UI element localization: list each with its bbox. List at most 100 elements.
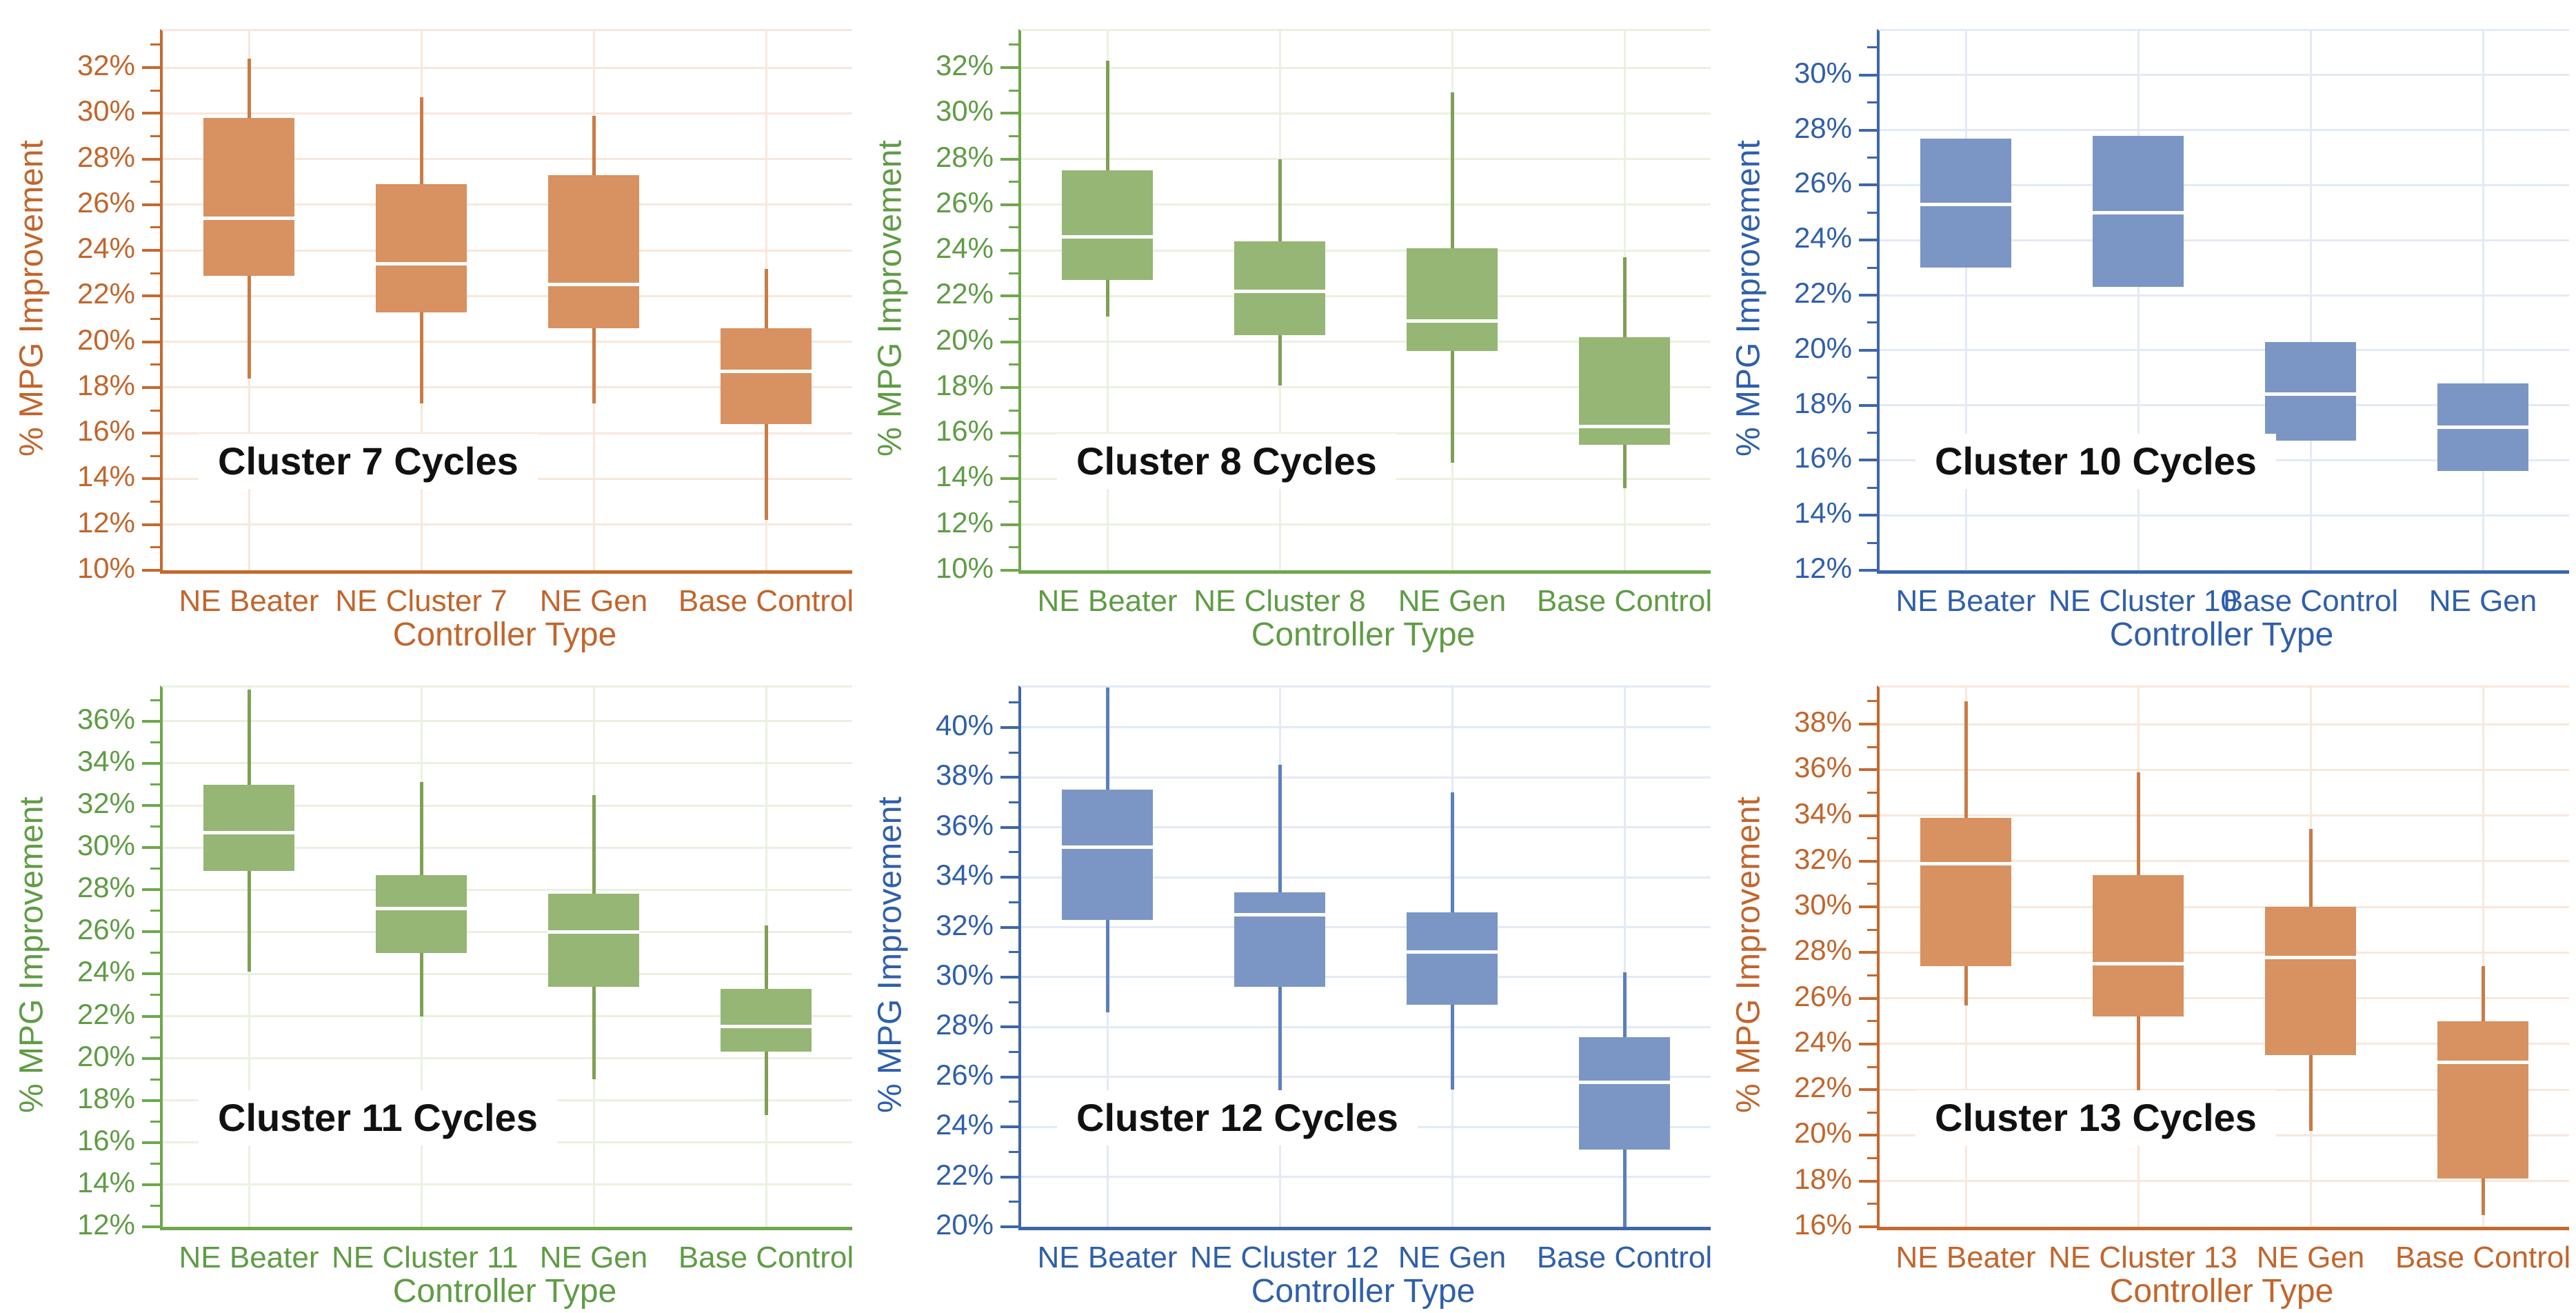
y-tick-label: 32% [1793, 842, 1852, 875]
x-gridline [1964, 31, 1967, 570]
boxplot-chart: % MPG Improvement Controller Type Cluste… [1717, 656, 2575, 1313]
y-major-tick [142, 432, 160, 435]
y-gridline [163, 804, 852, 807]
y-gridline [1880, 951, 2569, 954]
y-major-tick [142, 294, 160, 298]
y-major-tick [1859, 768, 1877, 772]
y-gridline [1880, 183, 2569, 186]
y-tick-label: 26% [77, 913, 135, 946]
y-major-tick [1859, 239, 1877, 242]
y-major-tick [142, 888, 160, 892]
y-minor-tick [1009, 1101, 1018, 1103]
y-minor-tick [1867, 377, 1877, 379]
median-line [203, 217, 294, 221]
median-line [1920, 861, 2011, 865]
box [721, 328, 812, 424]
y-minor-tick [150, 454, 160, 457]
plot-area [1000, 29, 1711, 574]
y-tick-label: 28% [935, 1008, 994, 1041]
y-major-tick [1000, 1125, 1018, 1129]
y-minor-tick [1867, 266, 1877, 269]
y-gridline [1021, 523, 1711, 526]
y-major-tick [142, 846, 160, 850]
y-tick-label: 28% [935, 140, 994, 173]
y-minor-tick [1009, 454, 1018, 457]
y-gridline [1021, 776, 1711, 779]
y-tick-label: 26% [935, 186, 994, 219]
y-major-tick [142, 804, 160, 808]
y-gridline [1880, 349, 2569, 352]
x-category-label: Base Control [1536, 1241, 1713, 1274]
y-major-tick [1000, 477, 1018, 481]
y-major-tick [142, 972, 160, 976]
y-major-tick [1859, 459, 1877, 462]
y-major-tick [142, 66, 160, 70]
y-major-tick [1000, 1075, 1018, 1079]
median-line [203, 831, 294, 835]
y-tick-label: 38% [935, 759, 994, 792]
y-gridline [163, 203, 852, 206]
y-minor-tick [1867, 1111, 1877, 1114]
y-tick-label: 26% [1793, 979, 1852, 1012]
y-minor-tick [1009, 1001, 1018, 1003]
y-tick-label: 14% [935, 460, 994, 493]
y-tick-label: 18% [1793, 1162, 1852, 1195]
y-major-tick [1000, 203, 1018, 206]
y-gridline [163, 66, 852, 69]
y-major-tick [142, 1056, 160, 1060]
x-category-label: NE Beater [1037, 1241, 1178, 1274]
y-major-tick [142, 523, 160, 526]
y-gridline [1021, 432, 1711, 434]
y-major-tick [142, 569, 160, 572]
y-minor-tick [1009, 409, 1018, 412]
y-major-tick [1000, 776, 1018, 779]
y-gridline [1021, 926, 1711, 929]
y-gridline [1880, 239, 2569, 241]
x-axis-title: Controller Type [1251, 1273, 1476, 1310]
box [2265, 907, 2356, 1056]
x-category-label: NE Beater [1895, 584, 2036, 618]
y-gridline [1021, 294, 1711, 297]
y-gridline [1021, 1076, 1711, 1079]
y-tick-label: 18% [77, 1081, 135, 1114]
box [203, 117, 294, 276]
y-minor-tick [1867, 928, 1877, 931]
median-line [1234, 912, 1325, 916]
y-tick-label: 22% [1793, 277, 1852, 310]
y-minor-tick [1867, 1157, 1877, 1160]
x-category-label: NE Beater [1895, 1241, 2036, 1274]
y-major-tick [1859, 814, 1877, 817]
y-gridline [1880, 294, 2569, 297]
y-major-tick [1000, 725, 1018, 729]
y-minor-tick [1867, 745, 1877, 748]
y-minor-tick [150, 1036, 160, 1039]
y-minor-tick [150, 134, 160, 137]
box [1579, 337, 1670, 445]
y-minor-tick [150, 409, 160, 412]
boxplot-chart: % MPG Improvement Controller Type Cluste… [1717, 0, 2575, 656]
y-tick-label: 20% [935, 1208, 994, 1241]
y-gridline [1880, 1180, 2569, 1183]
x-category-label: NE Cluster 8 [1194, 584, 1366, 618]
y-tick-label: 20% [1793, 1116, 1852, 1150]
median-line [1234, 290, 1325, 294]
y-minor-tick [1009, 226, 1018, 229]
y-minor-tick [1867, 1020, 1877, 1023]
y-major-tick [1000, 1025, 1018, 1029]
box [1234, 892, 1325, 988]
y-tick-label: 28% [77, 140, 135, 173]
y-major-tick [142, 1225, 160, 1228]
y-minor-tick [1867, 700, 1877, 703]
y-tick-label: 12% [1793, 552, 1852, 584]
y-tick-label: 20% [1793, 331, 1852, 364]
median-line [2093, 210, 2184, 214]
median-line [1062, 845, 1153, 850]
x-gridline [2482, 31, 2484, 570]
y-minor-tick [1867, 837, 1877, 840]
y-minor-tick [150, 699, 160, 701]
y-gridline [1880, 997, 2569, 1000]
y-tick-label: 12% [77, 1208, 135, 1241]
x-category-label: NE Cluster 11 [332, 1241, 519, 1274]
chart-title: Cluster 8 Cycles [1057, 433, 1396, 489]
median-line [376, 907, 467, 911]
